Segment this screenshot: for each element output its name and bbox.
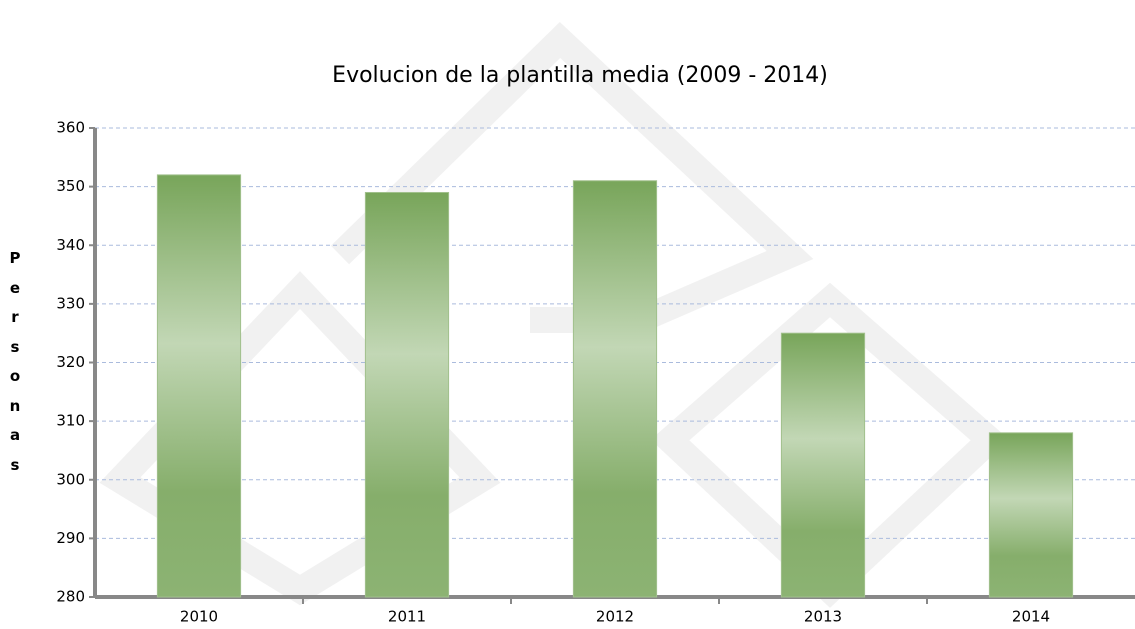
y-tick-label: 350 [56,177,85,195]
y-tick-label: 300 [56,470,85,488]
y-tick-label: 310 [56,412,85,430]
bar [572,180,658,598]
y-tick-label: 320 [56,353,85,371]
y-tick-label: 290 [56,529,85,547]
y-tick-label: 280 [56,588,85,606]
y-tick-label: 340 [56,236,85,254]
y-tick-label: 360 [56,119,85,137]
x-tick-label: 2010 [180,608,218,626]
y-tick-label: 330 [56,294,85,312]
chart-title: Evolucion de la plantilla media (2009 - … [332,63,828,88]
bar [988,432,1074,598]
x-tick-label: 2014 [1012,608,1050,626]
bar [156,174,242,598]
bar [780,332,866,598]
x-tick-label: 2013 [804,608,842,626]
x-tick-label: 2012 [596,608,634,626]
x-tick-label: 2011 [388,608,426,626]
bar [364,191,450,598]
y-axis-label: Personas [9,249,21,474]
